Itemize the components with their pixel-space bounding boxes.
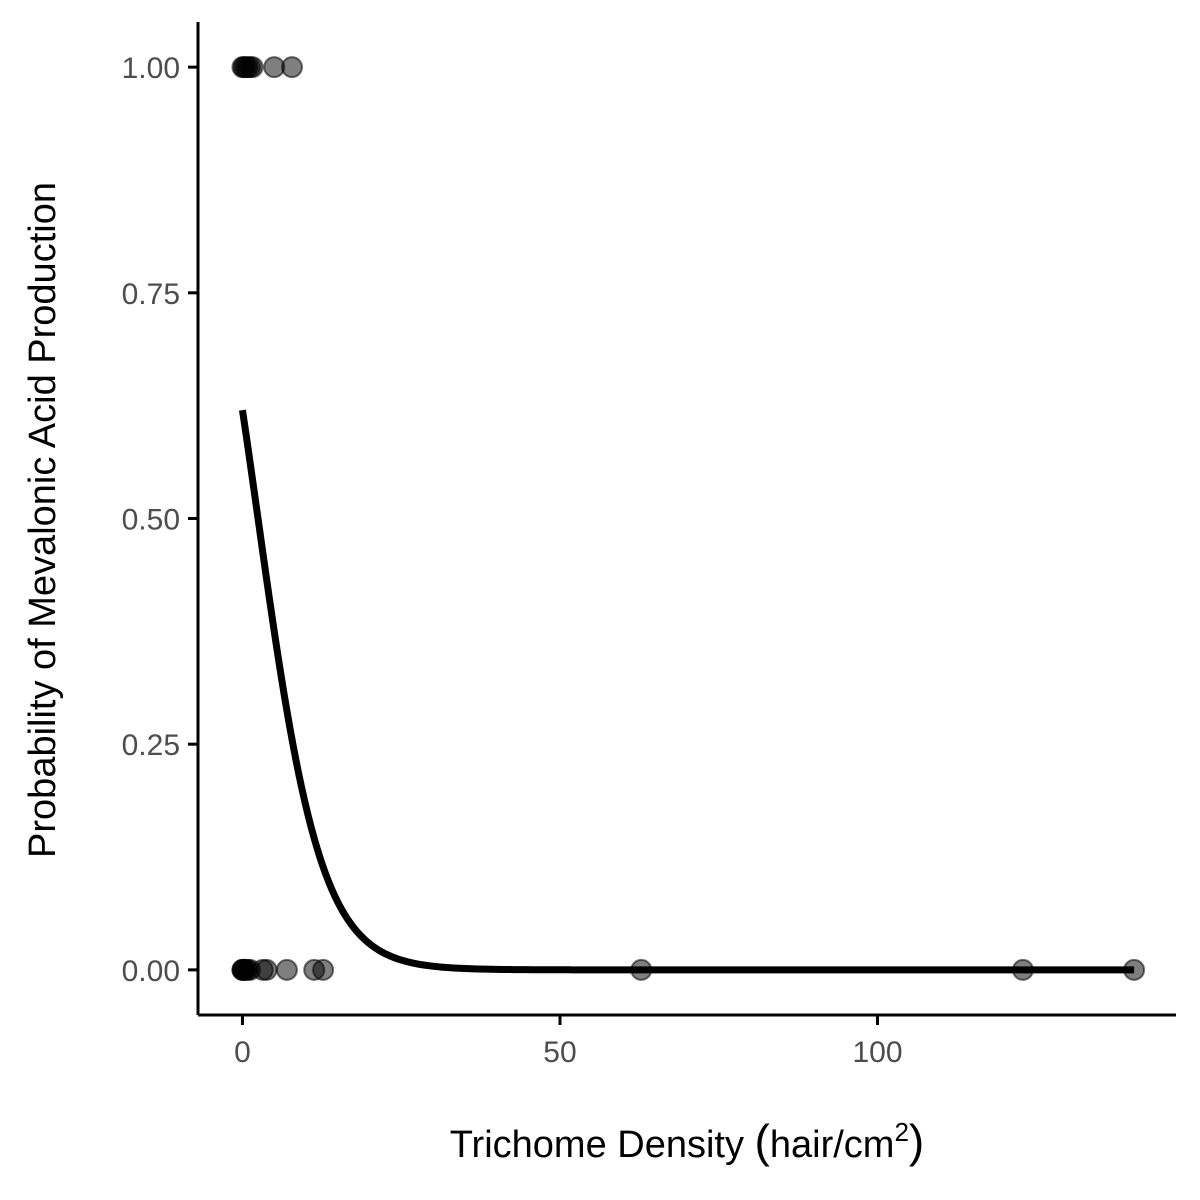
x-axis-title-unit: hair/cm (770, 1124, 895, 1166)
y-axis-ticks: 0.00 0.25 0.50 0.75 1.00 (122, 52, 198, 988)
data-point (280, 56, 303, 79)
data-point (255, 958, 278, 981)
x-axis-title: Trichome Density (hair/cm2) (450, 1115, 924, 1167)
x-axis-title-main: Trichome Density (450, 1124, 755, 1166)
y-axis-title: Probability of Mevalonic Acid Production (22, 182, 64, 858)
fitted-curve (238, 409, 1135, 974)
data-point (312, 958, 335, 981)
x-axis-title-superscript: 2 (894, 1117, 908, 1147)
x-tick-label: 0 (234, 1036, 251, 1069)
y-tick-label: 0.25 (122, 729, 180, 762)
data-point (241, 56, 264, 79)
x-tick-label: 50 (543, 1036, 576, 1069)
x-tick-label: 100 (852, 1036, 902, 1069)
x-axis-title-close-paren: ) (909, 1115, 924, 1167)
x-axis-title-open-paren: ( (755, 1115, 771, 1167)
y-tick-label: 0.50 (122, 504, 180, 537)
data-point (275, 958, 298, 981)
x-axis-ticks: 0 50 100 (234, 1015, 903, 1069)
y-tick-label: 1.00 (122, 52, 180, 85)
y-tick-label: 0.00 (122, 955, 180, 988)
points-layer (231, 56, 1146, 981)
y-tick-label: 0.75 (122, 278, 180, 311)
